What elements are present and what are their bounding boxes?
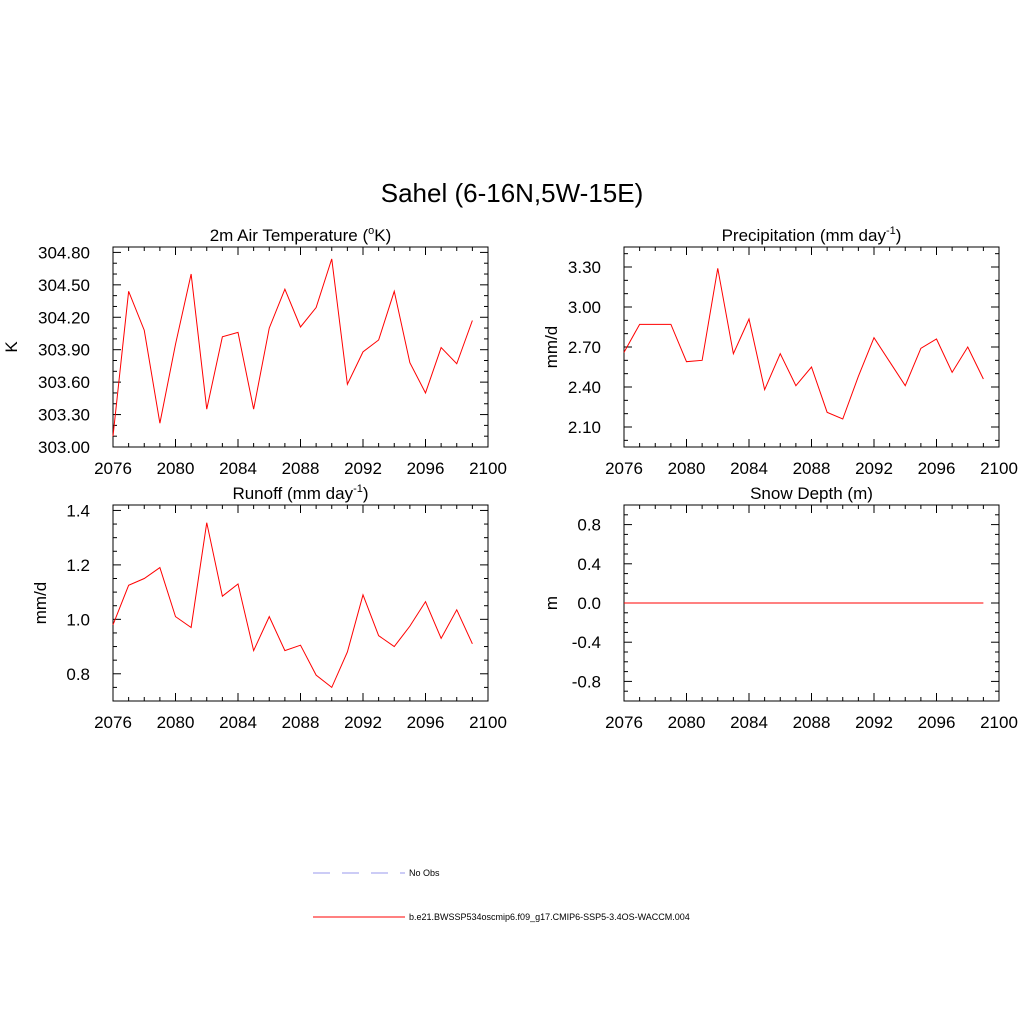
y-tick-label: -0.4 [572,633,601,652]
panel-title: Precipitation (mm day-1) [722,225,902,245]
y-tick-label: 303.90 [38,341,90,360]
y-tick-label: 303.60 [38,373,90,392]
x-tick-label: 2096 [918,713,956,732]
y-tick-label: 3.30 [568,258,601,277]
x-tick-label: 2080 [157,459,195,478]
y-axis-label: m [542,596,561,610]
plot-frame [112,246,489,448]
panel-precipitation: Precipitation (mm day-1) 2076 2080 2084 2088… [542,225,1018,478]
y-tick-label: 1.0 [66,610,90,629]
y-tick-label: 304.20 [38,308,90,327]
y-tick-label: 1.2 [66,556,90,575]
plot-frame [112,504,489,702]
panel-air-temperature: 2m Air Temperature (oK) 2076 2080 2084 2088 2… [2,225,507,478]
y-tick-label: 304.80 [38,243,90,262]
x-tick-label: 2076 [605,459,643,478]
x-tick-label: 2076 [605,713,643,732]
legend-label-no-obs: No Obs [409,868,440,878]
series-line-runoff [112,522,473,689]
y-tick-label: 0.8 [66,665,90,684]
x-tick-label: 2092 [344,713,382,732]
main-title: Sahel (6-16N,5W-15E) [381,178,644,208]
series-line-precipitation [623,268,984,420]
y-tick-label: 2.70 [568,338,601,357]
panel-snow-depth: Snow Depth (m) 2076 2080 2084 2088 2092 2096 21… [542,484,1018,732]
y-tick-label: 3.00 [568,298,601,317]
x-tick-label: 2076 [94,459,132,478]
y-axis-label: mm/d [31,582,50,625]
y-tick-label: 304.50 [38,276,90,295]
y-tick-label: 1.4 [66,501,90,520]
x-tick-label: 2088 [793,713,831,732]
x-tick-label: 2084 [730,459,768,478]
x-tick-label: 2076 [94,713,132,732]
panel-runoff: Runoff (mm day-1) 2076 2080 2084 2088 2092 209… [31,483,507,732]
x-tick-label: 2092 [344,459,382,478]
x-tick-label: 2080 [157,713,195,732]
x-tick-label: 2084 [219,459,257,478]
y-tick-label: 2.40 [568,378,601,397]
x-tick-label: 2092 [855,459,893,478]
x-tick-label: 2100 [469,459,507,478]
legend-label-model: b.e21.BWSSP534oscmip6.f09_g17.CMIP6-SSP5… [409,912,690,922]
x-tick-label: 2100 [469,713,507,732]
x-tick-label: 2080 [668,459,706,478]
series-line-air-temperature [112,258,473,437]
x-tick-label: 2100 [980,459,1018,478]
x-tick-label: 2084 [219,713,257,732]
panel-title: 2m Air Temperature (oK) [210,225,392,245]
y-tick-label: 2.10 [568,418,601,437]
x-tick-label: 2100 [980,713,1018,732]
y-axis-label: mm/d [542,326,561,369]
x-tick-label: 2088 [793,459,831,478]
legend: No Obs b.e21.BWSSP534oscmip6.f09_g17.CMI… [313,868,690,922]
x-tick-label: 2084 [730,713,768,732]
y-tick-label: 0.8 [577,516,601,535]
x-tick-label: 2080 [668,713,706,732]
y-tick-label: 0.4 [577,555,601,574]
x-tick-label: 2096 [407,459,445,478]
panel-title: Snow Depth (m) [750,484,873,503]
x-tick-label: 2088 [282,713,320,732]
x-tick-label: 2096 [407,713,445,732]
panel-title: Runoff (mm day-1) [232,483,368,503]
x-tick-label: 2092 [855,713,893,732]
y-tick-label: 303.00 [38,438,90,457]
y-tick-label: 0.0 [577,594,601,613]
x-tick-label: 2096 [918,459,956,478]
y-tick-label: 303.30 [38,406,90,425]
x-tick-label: 2088 [282,459,320,478]
y-tick-label: -0.8 [572,672,601,691]
y-axis-label: K [2,341,21,353]
